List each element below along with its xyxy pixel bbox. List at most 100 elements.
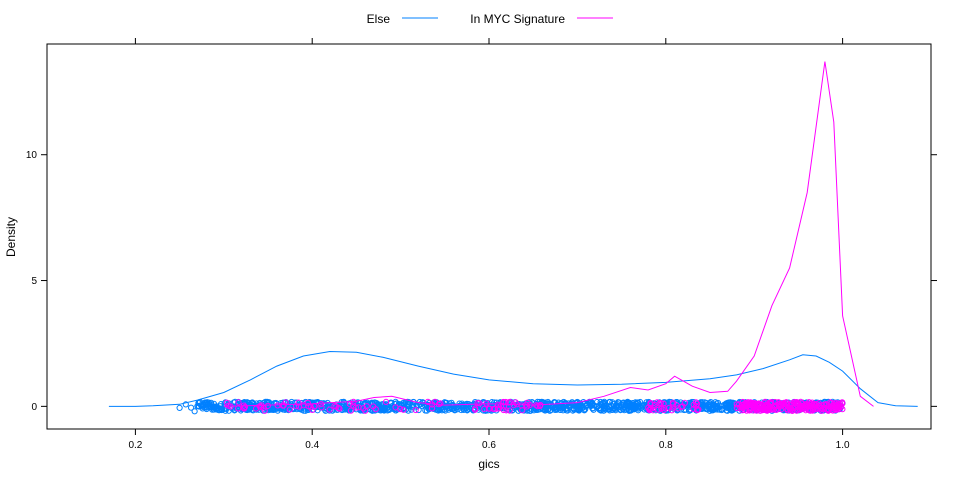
rug-point (613, 404, 620, 411)
rug-point (687, 406, 694, 413)
rug-point-myc (746, 407, 753, 414)
rug-point-myc (806, 402, 814, 409)
rug-point (435, 407, 442, 414)
rug-point (635, 403, 642, 410)
rug-point (643, 402, 650, 409)
rug-point-myc (241, 403, 249, 411)
rug-point-myc (382, 398, 390, 405)
rug-point-myc (506, 407, 513, 414)
legend-label-else: Else (367, 12, 391, 26)
rug-point (217, 405, 224, 412)
rug-point (387, 399, 394, 406)
rug-point-myc (274, 402, 281, 409)
rug-point-myc (812, 401, 819, 409)
rug-point-myc (827, 399, 834, 406)
rug-point-myc (370, 403, 377, 410)
rug-point-myc (835, 400, 842, 407)
rug-point-myc (485, 405, 493, 412)
rug-point-myc (317, 401, 325, 408)
rug-point (214, 406, 221, 413)
rug-point-myc (668, 407, 675, 414)
rug-point-myc (760, 406, 767, 413)
rug-point (576, 403, 583, 410)
rug-point-myc (392, 404, 399, 411)
rug-point (564, 407, 571, 414)
rug-point-myc (336, 405, 343, 412)
rug-point-myc (286, 406, 293, 413)
rug-point-myc (763, 401, 770, 408)
rug-point (234, 402, 241, 409)
rug-point-myc (494, 405, 501, 412)
rug-point (580, 406, 588, 413)
rug-point-myc (747, 399, 754, 406)
plot-frame (46, 43, 932, 430)
rug-point-myc (326, 406, 333, 413)
rug-point-myc (350, 402, 357, 409)
rug-point (410, 402, 417, 409)
rug-point-myc (769, 404, 776, 411)
rug-point (715, 404, 722, 411)
rug-point-myc (424, 398, 431, 406)
rug-point (725, 401, 732, 408)
rug-point (635, 407, 642, 414)
rug-point (364, 399, 371, 406)
rug-point (601, 404, 609, 412)
rug-point (554, 401, 561, 408)
rug-point (442, 407, 449, 414)
rug-point (576, 406, 583, 413)
rug-point-myc (494, 401, 502, 408)
rug-point (182, 401, 189, 408)
rug-point (198, 402, 205, 409)
rug-point (191, 408, 198, 415)
rug-point-myc (318, 404, 325, 411)
rug-point (343, 404, 350, 411)
rug-point-myc (347, 407, 354, 414)
rug-point (606, 398, 613, 406)
rug-point-myc (654, 399, 661, 406)
rug-point (217, 401, 225, 408)
rug-point-myc (235, 399, 242, 406)
rug-point-myc (757, 407, 764, 414)
rug-point (629, 399, 636, 407)
x-tick-label: 0.6 (482, 440, 496, 451)
rug-point-myc (815, 403, 822, 410)
rug-point-myc (690, 401, 697, 408)
rug-point (609, 399, 616, 406)
x-tick-label: 0.8 (659, 440, 673, 451)
rug-point-myc (428, 405, 436, 412)
rug-point (176, 404, 183, 412)
rug-point-myc (809, 407, 816, 414)
y-axis-label: Density (4, 217, 18, 257)
rug-points (176, 398, 846, 415)
rug-point (199, 405, 206, 412)
rug-point-myc (836, 404, 843, 411)
rug-point (527, 407, 534, 414)
rug-point-myc (739, 405, 746, 412)
rug-point (712, 399, 719, 406)
rug-point-myc (821, 401, 828, 408)
rug-point (570, 405, 577, 412)
rug-point-myc (362, 407, 369, 414)
rug-point-myc (779, 400, 786, 407)
rug-point-myc (799, 400, 806, 407)
rug-point (588, 401, 595, 408)
x-tick-label: 1.0 (836, 440, 850, 451)
rug-point (576, 400, 583, 407)
rug-point-myc (756, 401, 763, 408)
rug-point-myc (821, 405, 828, 412)
rug-point-myc (647, 401, 654, 408)
rug-point (559, 407, 567, 414)
rug-point-myc (669, 404, 676, 411)
rug-point-myc (261, 407, 268, 414)
rug-point-myc (474, 399, 481, 407)
rug-point-myc (657, 399, 664, 407)
rug-point (599, 399, 607, 406)
rug-point (626, 400, 633, 407)
x-tick-label: 0.2 (128, 440, 142, 451)
rug-point-myc (472, 405, 479, 412)
rug-point (706, 400, 713, 407)
density-line-else (108, 350, 918, 407)
rug-point-myc (750, 404, 758, 411)
rug-point (210, 404, 217, 411)
